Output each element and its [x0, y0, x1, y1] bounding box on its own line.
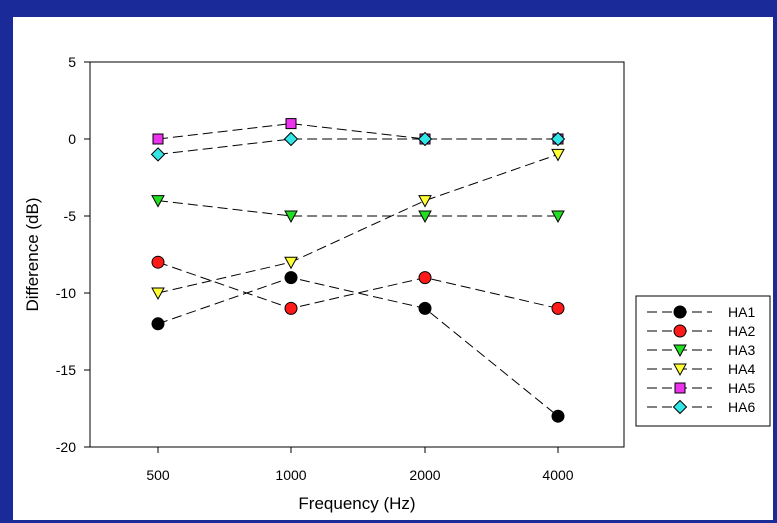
data-point: [283, 131, 299, 147]
legend-label: HA2: [728, 323, 755, 339]
data-point: [418, 210, 432, 224]
legend-box: [635, 295, 771, 427]
data-point: [284, 256, 298, 270]
legend-label: HA3: [728, 342, 755, 358]
series-ha6: [150, 131, 566, 162]
series-line: [157, 200, 558, 217]
series-ha5: [152, 118, 564, 145]
data-point: [152, 133, 164, 145]
legend-label: HA4: [728, 361, 755, 377]
y-tick-label: 5: [68, 54, 76, 70]
series-ha2: [151, 255, 565, 315]
chart-axes: 5 0 -5 -10 -15 -20 500 1000 2000 4000: [56, 54, 625, 483]
series-line: [157, 153, 559, 294]
legend-marker: [674, 382, 686, 394]
data-point: [551, 210, 565, 224]
series-line: [157, 123, 558, 140]
x-tick-label: 1000: [275, 467, 306, 483]
legend-label: HA5: [728, 380, 755, 396]
x-axis-title: Frequency (Hz): [298, 494, 415, 513]
legend-item-ha2: HA2: [647, 323, 755, 339]
data-point: [150, 147, 166, 162]
legend-label: HA1: [728, 304, 755, 320]
series-ha4: [151, 148, 565, 301]
data-point: [551, 301, 565, 315]
data-point: [418, 271, 432, 285]
series-ha3: [151, 195, 565, 224]
y-tick-label: -5: [64, 208, 77, 224]
x-tick-label: 2000: [409, 467, 440, 483]
series-line: [157, 277, 559, 417]
series-line: [157, 261, 559, 309]
legend-item-ha4: HA4: [647, 361, 755, 377]
legend-item-ha3: HA3: [647, 342, 755, 358]
data-point: [284, 301, 298, 315]
legend-item-ha6: HA6: [647, 399, 755, 415]
data-point: [417, 131, 433, 147]
x-tick-label: 4000: [542, 467, 573, 483]
data-point: [550, 131, 566, 147]
y-tick-label: -20: [56, 439, 76, 455]
series-line: [157, 138, 558, 155]
legend-marker: [672, 399, 688, 415]
x-tick-label: 500: [146, 467, 170, 483]
legend-item-ha1: HA1: [647, 304, 755, 320]
legend-marker: [673, 363, 687, 377]
data-point: [284, 210, 298, 224]
legend-marker: [673, 305, 687, 319]
data-point: [151, 287, 165, 301]
y-axis-title: Difference (dB): [23, 197, 42, 311]
data-point: [551, 409, 565, 423]
data-point: [551, 148, 565, 162]
y-tick-label: -10: [56, 285, 76, 301]
data-point: [284, 271, 298, 285]
legend: HA1 HA2 HA3 HA4 HA5 HA6: [635, 295, 771, 427]
legend-marker: [673, 344, 687, 358]
data-point: [151, 255, 165, 269]
y-tick-label: 0: [68, 131, 76, 147]
data-point: [418, 301, 432, 315]
y-tick-label: -15: [56, 362, 76, 378]
data-point: [285, 118, 297, 130]
series-ha1: [151, 271, 565, 423]
legend-label: HA6: [728, 399, 755, 415]
data-point: [151, 317, 165, 331]
plot-area-border: [89, 61, 625, 448]
data-point: [418, 195, 432, 208]
legend-marker: [673, 324, 687, 338]
data-point: [151, 195, 165, 208]
legend-item-ha5: HA5: [647, 380, 755, 396]
chart-series: [150, 118, 566, 423]
